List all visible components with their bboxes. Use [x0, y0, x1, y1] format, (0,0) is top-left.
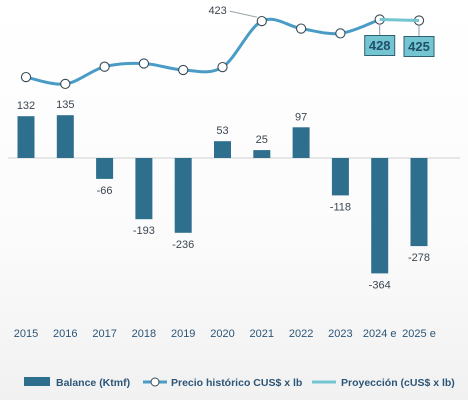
x-tick-2018: 2018 — [132, 328, 156, 340]
projection-line-series: 428 425 — [364, 18, 435, 57]
projection-callout-2025-e: 425 — [408, 39, 430, 54]
projection-callout-box-2024-e — [364, 35, 396, 56]
legend-label-price: Precio histórico CUS$ x lb — [171, 377, 302, 389]
balance-label-2015: 132 — [17, 100, 35, 112]
balance-bar-2019 — [174, 158, 192, 233]
x-tick-2023: 2023 — [328, 328, 352, 340]
legend-swatch-price-marker — [150, 377, 160, 387]
balance-label-2021: 25 — [256, 134, 268, 146]
x-tick-2025-e: 2025 e — [402, 328, 436, 340]
x-tick-2017: 2017 — [92, 328, 116, 340]
balance-label-2018: -193 — [133, 225, 155, 237]
projection-callout-box-2025-e — [403, 36, 435, 57]
price-point-2023 — [335, 28, 346, 39]
price-point-2018 — [138, 58, 150, 69]
projection-callout-2024-e: 428 — [369, 38, 391, 53]
balance-bar-2020 — [214, 141, 231, 158]
balance-bar-2017 — [96, 158, 114, 179]
price-point-2019 — [178, 64, 189, 76]
balance-label-2017: -66 — [97, 185, 113, 197]
balance-label-2016: 135 — [56, 99, 74, 111]
legend-swatch-balance — [24, 377, 50, 386]
price-point-2021 — [256, 15, 267, 27]
price-line-series: 423 — [20, 5, 425, 90]
balance-label-2022: 97 — [295, 111, 307, 123]
x-tick-2022: 2022 — [289, 328, 313, 340]
balance-label-2019: -236 — [172, 239, 194, 251]
balance-label-2023: -118 — [330, 201, 351, 213]
price-line-path — [24, 17, 382, 86]
balance-bar-2018 — [135, 158, 153, 220]
x-tick-2019: 2019 — [171, 328, 195, 340]
balance-bar-2023 — [331, 158, 349, 196]
price-point-2022 — [295, 23, 307, 34]
x-tick-2024-e: 2024 e — [363, 328, 397, 340]
balance-bar-2015 — [17, 116, 35, 158]
x-tick-2016: 2016 — [53, 328, 77, 340]
projection-line-path — [379, 18, 420, 22]
price-point-2016 — [60, 78, 71, 90]
balance-label-2020: 53 — [216, 125, 228, 137]
balance-bar-2025-e — [410, 158, 428, 247]
legend-label-projection: Proyección (cUS$ x lb) — [341, 377, 455, 389]
price-label-2021: 423 — [208, 5, 226, 17]
balance-data-labels: 132 135 -66 -193 -236 53 25 97 -118 -364 -278 — [17, 99, 430, 291]
price-point-2020 — [217, 61, 228, 73]
balance-bar-2016 — [56, 115, 74, 158]
x-tick-2020: 2020 — [210, 328, 234, 340]
price-label-leader — [229, 10, 257, 18]
balance-label-2024-e: -364 — [369, 279, 391, 291]
price-point-2015 — [20, 71, 32, 83]
balance-label-2025-e: -278 — [408, 252, 430, 264]
balance-bar-2021 — [253, 150, 271, 158]
x-tick-2015: 2015 — [14, 328, 38, 340]
x-tick-2021: 2021 — [250, 328, 274, 340]
balance-bars — [17, 115, 428, 274]
balance-bar-2022 — [292, 127, 310, 158]
legend-label-balance: Balance (Ktmf) — [56, 377, 130, 389]
legend: Balance (Ktmf) Precio histórico CUS$ x lb… — [24, 377, 455, 389]
x-axis-tick-labels: 2015 2016 2017 2018 2019 2020 2021 2022 2023 2024… — [14, 328, 436, 340]
balance-bar-2024-e — [371, 158, 389, 274]
price-point-2017 — [99, 61, 110, 72]
